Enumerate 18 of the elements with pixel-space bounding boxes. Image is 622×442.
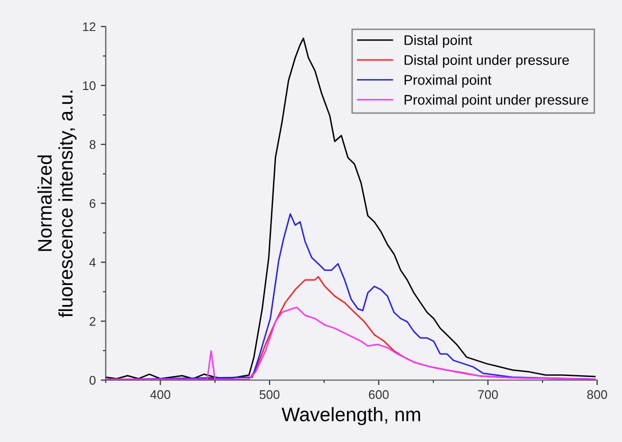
- x-tick-label: 700: [478, 390, 498, 400]
- legend-label: Distal point under pressure: [404, 54, 569, 68]
- y-tick-label: 8: [90, 140, 96, 150]
- y-tick-label: 2: [90, 316, 96, 326]
- y-tick-label: 6: [90, 199, 96, 208]
- x-axis-title: Wavelength, nm: [282, 407, 420, 426]
- legend-label: Proximal point under pressure: [404, 94, 588, 108]
- y-tick-label: 10: [83, 81, 96, 90]
- x-tick-label: 400: [150, 390, 170, 400]
- x-tick-label: 800: [587, 390, 608, 400]
- x-tick-label: 600: [368, 390, 389, 400]
- y-tick-label: 12: [83, 22, 96, 32]
- legend-label: Distal point: [404, 34, 472, 48]
- x-tick-label: 500: [260, 390, 280, 400]
- legend-label: Proximal point: [404, 74, 492, 88]
- y-tick-label: 4: [89, 258, 96, 267]
- y-axis-title: Normalized fluorescence intensity, a.u.: [37, 90, 77, 318]
- y-tick-label: 0: [90, 376, 96, 385]
